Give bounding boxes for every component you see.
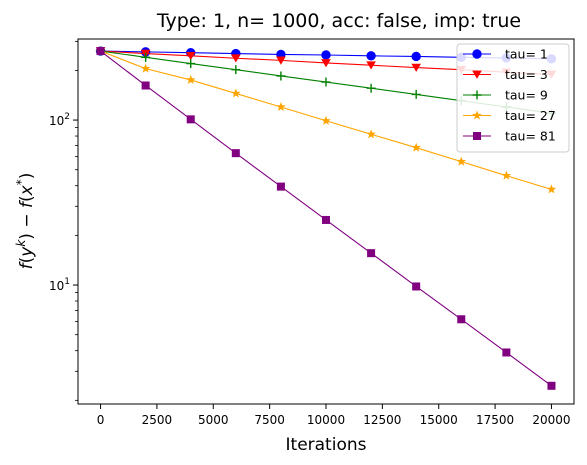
legend-label: tau= 27 [505, 108, 556, 123]
legend-marker [473, 132, 481, 140]
x-tick-label: 2500 [142, 413, 173, 427]
data-point [276, 182, 285, 191]
chart-title: Type: 1, n= 1000, acc: false, imp: true [156, 10, 521, 32]
data-point [457, 315, 466, 324]
data-point [321, 77, 331, 87]
data-point [141, 81, 150, 90]
data-point [321, 59, 331, 68]
legend-label: tau= 81 [505, 129, 556, 144]
y-axis-ticks: 101 102 [49, 40, 78, 401]
ylabel-k: k [14, 239, 28, 247]
y-tick-label: 101 [49, 277, 70, 293]
x-axis-label: Iterations [286, 435, 367, 455]
x-tick-label: 10000 [307, 413, 345, 427]
ylabel-star: * [14, 179, 28, 185]
data-point [140, 63, 151, 73]
legend-marker [472, 49, 482, 59]
data-point [276, 101, 286, 112]
ylabel-x: x [17, 184, 37, 196]
legend-items: tau= 1 tau= 3 tau= 9 tau= 27 tau= 81 [463, 47, 556, 144]
x-tick-label: 12500 [363, 413, 401, 427]
data-point [231, 54, 241, 63]
data-point [276, 56, 286, 65]
data-point [141, 52, 151, 62]
legend-entry: tau= 9 [463, 88, 548, 103]
data-point [185, 74, 196, 85]
x-tick-label: 0 [97, 413, 105, 427]
data-point [366, 51, 376, 61]
legend-marker [472, 110, 482, 120]
legend-label: tau= 9 [505, 88, 548, 103]
plot-area: 0 2500 5000 7500 10000 12500 15000 17500 20000 1… [49, 38, 575, 427]
data-point [367, 249, 376, 258]
x-tick-label: 5000 [198, 413, 229, 427]
data-point [366, 129, 376, 139]
data-point [322, 215, 330, 224]
data-point [456, 156, 467, 166]
data-point [411, 51, 421, 62]
ylabel-y: y [17, 246, 37, 258]
x-tick-label: 20000 [532, 413, 570, 427]
data-point [411, 89, 421, 99]
ylabel-rp1: ) [17, 233, 37, 240]
legend-entry: tau= 27 [463, 108, 556, 123]
data-point [321, 50, 331, 60]
data-point [231, 88, 241, 98]
ylabel-rp2: ) [17, 173, 37, 180]
legend-entry: tau= 1 [463, 47, 548, 62]
ylabel-f: f [17, 260, 37, 269]
data-point [366, 61, 376, 70]
legend-marker [472, 90, 482, 100]
ylabel-minus: − [17, 208, 37, 233]
legend-entry: tau= 81 [463, 129, 556, 144]
legend-label: tau= 3 [505, 67, 548, 82]
data-point [412, 282, 421, 291]
data-point [546, 184, 557, 194]
data-point [186, 59, 196, 69]
data-point [547, 381, 556, 390]
x-tick-label: 15000 [420, 413, 458, 427]
ylabel-lp2: ( [17, 195, 37, 202]
y-tick-label: 102 [49, 112, 70, 128]
legend: tau= 1 tau= 3 tau= 9 tau= 27 tau= 81 [456, 43, 570, 153]
data-point [366, 83, 376, 93]
data-point [231, 149, 240, 158]
data-point [186, 115, 195, 124]
x-tick-label: 7500 [254, 413, 285, 427]
data-point [231, 65, 241, 75]
x-axis-ticks: 0 2500 5000 7500 10000 12500 15000 17500 20000 [97, 404, 571, 427]
data-point [276, 71, 286, 81]
data-point [185, 52, 196, 61]
data-point [411, 142, 421, 152]
legend-label: tau= 1 [505, 47, 548, 62]
series-tau=81 [96, 47, 556, 390]
data-point [411, 63, 421, 72]
data-point [502, 348, 511, 357]
legend-entry: tau= 3 [463, 67, 548, 82]
ylabel-f2: f [17, 199, 37, 208]
y-axis-label: f(yk) − f(x*) [14, 173, 37, 270]
legend-box [456, 43, 570, 153]
data-point [96, 47, 105, 56]
legend-marker [472, 70, 482, 79]
ylabel-lp: ( [17, 257, 37, 264]
x-tick-label: 17500 [476, 413, 514, 427]
data-point [501, 170, 512, 180]
data-point [321, 115, 331, 125]
